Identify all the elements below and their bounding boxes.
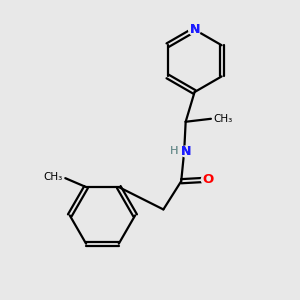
Text: H: H	[169, 146, 178, 157]
Text: N: N	[181, 145, 191, 158]
Circle shape	[180, 146, 191, 157]
Circle shape	[168, 146, 179, 157]
Circle shape	[189, 24, 200, 36]
Circle shape	[201, 173, 214, 186]
Text: O: O	[202, 173, 214, 186]
Text: CH₃: CH₃	[43, 172, 62, 182]
Text: N: N	[181, 145, 191, 158]
Text: N: N	[189, 23, 200, 36]
Text: CH₃: CH₃	[213, 114, 232, 124]
Text: N: N	[189, 23, 200, 36]
Text: H: H	[169, 146, 178, 157]
